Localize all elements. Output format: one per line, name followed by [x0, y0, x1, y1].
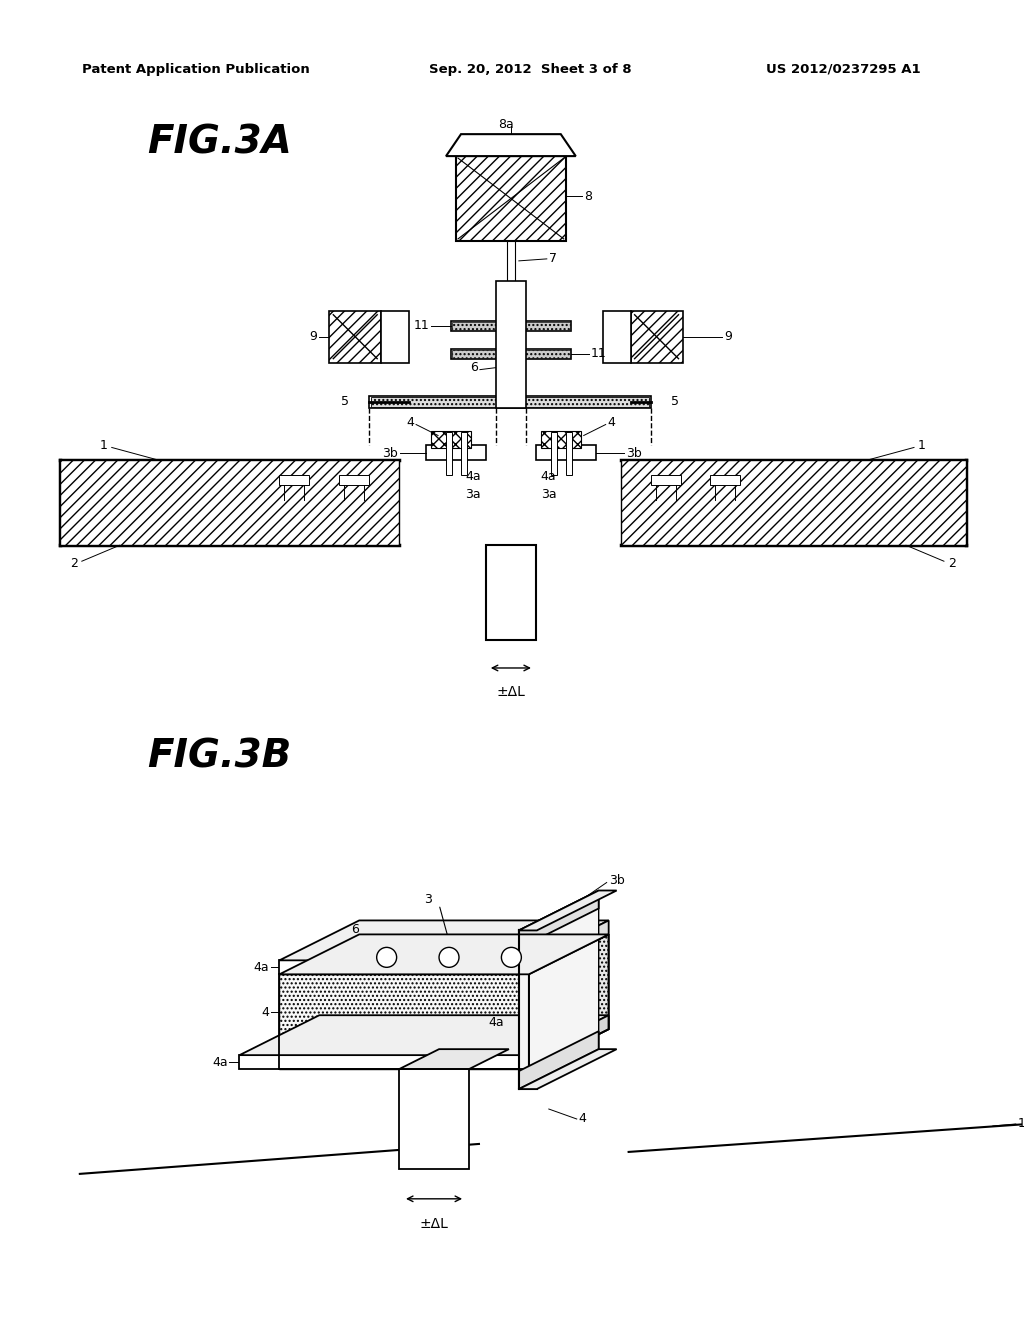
Text: FIG.3B: FIG.3B: [147, 738, 292, 776]
Bar: [446, 433, 452, 475]
Bar: [339, 475, 370, 486]
Polygon shape: [456, 156, 566, 242]
Polygon shape: [399, 1049, 509, 1069]
Text: 8: 8: [584, 190, 592, 202]
Polygon shape: [59, 461, 399, 545]
Bar: [566, 433, 571, 475]
Polygon shape: [330, 310, 381, 363]
Bar: [381, 310, 410, 363]
Polygon shape: [446, 135, 575, 156]
Text: 11: 11: [591, 347, 606, 360]
Bar: [507, 242, 515, 306]
Bar: [536, 445, 596, 461]
Polygon shape: [631, 310, 683, 363]
Polygon shape: [621, 461, 966, 545]
Text: 4a: 4a: [488, 1015, 504, 1028]
Polygon shape: [452, 322, 569, 330]
Polygon shape: [280, 974, 528, 1069]
Text: 5: 5: [671, 395, 679, 408]
Text: Patent Application Publication: Patent Application Publication: [82, 63, 309, 75]
Circle shape: [502, 948, 521, 968]
Bar: [451, 321, 570, 331]
Text: 11: 11: [414, 319, 429, 333]
Text: 3b: 3b: [608, 874, 625, 887]
Text: ±ΔL: ±ΔL: [497, 685, 525, 700]
Text: 6: 6: [351, 923, 359, 936]
Text: 1: 1: [1018, 1118, 1024, 1130]
Bar: [280, 961, 528, 974]
Bar: [603, 310, 631, 363]
Bar: [650, 475, 681, 486]
Polygon shape: [541, 430, 581, 449]
Bar: [426, 445, 486, 461]
Text: 9: 9: [309, 330, 317, 343]
Text: 4: 4: [607, 416, 615, 429]
Text: 3a: 3a: [541, 488, 556, 500]
Polygon shape: [240, 1015, 608, 1055]
Bar: [280, 974, 528, 1069]
Polygon shape: [528, 1015, 608, 1069]
Text: 3b: 3b: [382, 447, 398, 459]
Circle shape: [439, 948, 459, 968]
Text: 1: 1: [919, 440, 926, 451]
Polygon shape: [519, 891, 599, 948]
Bar: [451, 348, 570, 359]
Bar: [505, 306, 517, 321]
Text: ±ΔL: ±ΔL: [420, 1217, 449, 1230]
Bar: [399, 1069, 469, 1170]
Bar: [496, 281, 526, 408]
Polygon shape: [519, 1049, 616, 1089]
Text: 4a: 4a: [254, 961, 269, 974]
Text: 4a: 4a: [465, 470, 481, 483]
Text: 7: 7: [549, 252, 557, 265]
Bar: [370, 396, 650, 408]
Text: 3b: 3b: [626, 447, 641, 459]
Text: 5: 5: [341, 395, 349, 408]
Text: 2: 2: [70, 557, 78, 570]
Text: 4a: 4a: [212, 1056, 227, 1069]
Text: 9: 9: [724, 330, 732, 343]
Bar: [461, 433, 467, 475]
Text: FIG.3A: FIG.3A: [147, 123, 293, 161]
Text: US 2012/0237295 A1: US 2012/0237295 A1: [766, 63, 921, 75]
Bar: [240, 1055, 528, 1069]
Bar: [551, 433, 557, 475]
Bar: [486, 545, 536, 640]
Polygon shape: [519, 891, 616, 931]
Polygon shape: [519, 891, 599, 1089]
Polygon shape: [452, 350, 569, 358]
Text: 6: 6: [470, 362, 478, 374]
Polygon shape: [519, 1031, 599, 1089]
Text: 3a: 3a: [465, 488, 481, 500]
Circle shape: [377, 948, 396, 968]
Polygon shape: [431, 430, 471, 449]
Text: 2: 2: [948, 557, 956, 570]
Text: 1: 1: [99, 440, 108, 451]
Text: Sep. 20, 2012  Sheet 3 of 8: Sep. 20, 2012 Sheet 3 of 8: [429, 63, 632, 75]
Polygon shape: [528, 935, 608, 1069]
Bar: [508, 298, 514, 309]
Polygon shape: [528, 920, 608, 974]
Polygon shape: [280, 935, 608, 974]
Text: 4a: 4a: [541, 470, 556, 483]
Text: 4: 4: [261, 1006, 269, 1019]
Text: 8a: 8a: [498, 117, 514, 131]
Text: 4: 4: [407, 416, 414, 429]
Text: 4: 4: [579, 1113, 587, 1126]
Polygon shape: [280, 920, 608, 961]
Polygon shape: [371, 396, 648, 407]
Bar: [280, 475, 309, 486]
Text: 3: 3: [424, 892, 432, 906]
Bar: [711, 475, 740, 486]
